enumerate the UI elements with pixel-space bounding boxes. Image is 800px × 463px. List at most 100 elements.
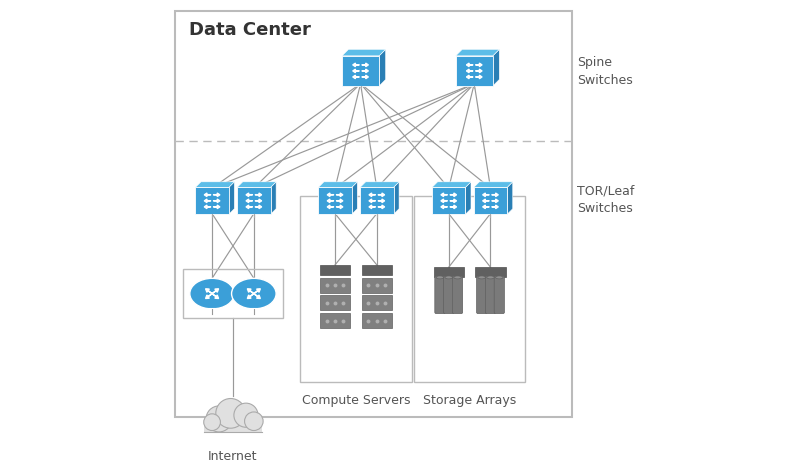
FancyArrow shape [246, 206, 253, 209]
Text: Internet: Internet [208, 449, 258, 462]
FancyArrow shape [255, 206, 262, 209]
FancyArrow shape [492, 206, 498, 209]
Polygon shape [237, 182, 276, 188]
Polygon shape [474, 182, 513, 188]
Circle shape [245, 412, 263, 431]
FancyBboxPatch shape [360, 188, 394, 215]
FancyBboxPatch shape [486, 276, 495, 314]
Polygon shape [394, 182, 399, 215]
FancyArrow shape [246, 194, 253, 197]
FancyBboxPatch shape [362, 296, 392, 311]
Text: Data Center: Data Center [189, 21, 310, 39]
FancyBboxPatch shape [444, 276, 454, 314]
FancyArrow shape [466, 70, 473, 74]
FancyArrow shape [362, 70, 369, 74]
Polygon shape [456, 50, 499, 57]
Ellipse shape [495, 276, 503, 279]
FancyArrow shape [378, 194, 385, 197]
FancyBboxPatch shape [320, 278, 350, 293]
FancyBboxPatch shape [494, 276, 504, 314]
FancyArrow shape [247, 294, 254, 299]
Circle shape [204, 414, 221, 431]
FancyArrow shape [327, 200, 334, 203]
FancyArrow shape [246, 200, 253, 203]
Polygon shape [507, 182, 513, 215]
FancyArrow shape [482, 200, 489, 203]
FancyArrow shape [369, 200, 375, 203]
Circle shape [216, 399, 246, 428]
FancyBboxPatch shape [474, 188, 507, 215]
FancyArrow shape [255, 200, 262, 203]
Ellipse shape [436, 276, 444, 279]
FancyBboxPatch shape [362, 313, 392, 328]
FancyArrow shape [214, 206, 220, 209]
Ellipse shape [486, 276, 494, 279]
FancyArrow shape [378, 206, 385, 209]
FancyArrow shape [450, 206, 457, 209]
FancyArrow shape [362, 76, 369, 80]
FancyArrow shape [492, 200, 498, 203]
FancyArrow shape [450, 194, 457, 197]
FancyBboxPatch shape [204, 419, 262, 432]
FancyBboxPatch shape [342, 57, 379, 87]
Polygon shape [379, 50, 386, 87]
FancyArrow shape [204, 194, 210, 197]
FancyArrow shape [450, 200, 457, 203]
FancyArrow shape [466, 76, 473, 80]
FancyBboxPatch shape [362, 278, 392, 293]
FancyArrow shape [353, 76, 359, 80]
FancyArrow shape [353, 70, 359, 74]
Polygon shape [318, 182, 358, 188]
FancyArrow shape [327, 194, 334, 197]
Polygon shape [432, 182, 471, 188]
Polygon shape [195, 182, 234, 188]
FancyArrow shape [378, 200, 385, 203]
Polygon shape [493, 50, 499, 87]
Text: Compute Servers: Compute Servers [302, 394, 410, 407]
FancyBboxPatch shape [362, 265, 392, 275]
FancyArrow shape [327, 206, 334, 209]
FancyArrow shape [254, 289, 261, 294]
FancyArrow shape [476, 76, 482, 80]
FancyArrow shape [476, 64, 482, 68]
FancyBboxPatch shape [435, 276, 445, 314]
Ellipse shape [190, 279, 234, 309]
FancyBboxPatch shape [477, 276, 486, 314]
FancyArrow shape [255, 194, 262, 197]
FancyArrow shape [482, 206, 489, 209]
Ellipse shape [445, 276, 453, 279]
Polygon shape [466, 182, 471, 215]
FancyArrow shape [482, 194, 489, 197]
Ellipse shape [478, 276, 486, 279]
FancyBboxPatch shape [318, 188, 352, 215]
FancyArrow shape [476, 70, 482, 74]
FancyBboxPatch shape [475, 268, 506, 278]
FancyBboxPatch shape [175, 12, 572, 417]
FancyBboxPatch shape [320, 313, 350, 328]
FancyBboxPatch shape [320, 296, 350, 311]
Text: Spine
Switches: Spine Switches [578, 56, 633, 87]
FancyArrow shape [206, 289, 212, 294]
FancyArrow shape [212, 294, 218, 299]
FancyBboxPatch shape [434, 268, 464, 278]
Polygon shape [360, 182, 399, 188]
FancyArrow shape [441, 200, 447, 203]
Ellipse shape [231, 279, 276, 309]
Circle shape [234, 403, 258, 427]
Polygon shape [352, 182, 358, 215]
FancyArrow shape [441, 194, 447, 197]
FancyArrow shape [214, 200, 220, 203]
FancyArrow shape [362, 64, 369, 68]
FancyArrow shape [466, 64, 473, 68]
FancyArrow shape [254, 294, 261, 299]
FancyBboxPatch shape [453, 276, 462, 314]
FancyArrow shape [206, 294, 212, 299]
FancyArrow shape [337, 194, 343, 197]
FancyArrow shape [369, 194, 375, 197]
FancyBboxPatch shape [237, 188, 270, 215]
Text: TOR/Leaf
Switches: TOR/Leaf Switches [578, 184, 634, 214]
Circle shape [206, 406, 232, 432]
FancyBboxPatch shape [320, 265, 350, 275]
Text: Storage Arrays: Storage Arrays [423, 394, 516, 407]
FancyBboxPatch shape [456, 57, 493, 87]
